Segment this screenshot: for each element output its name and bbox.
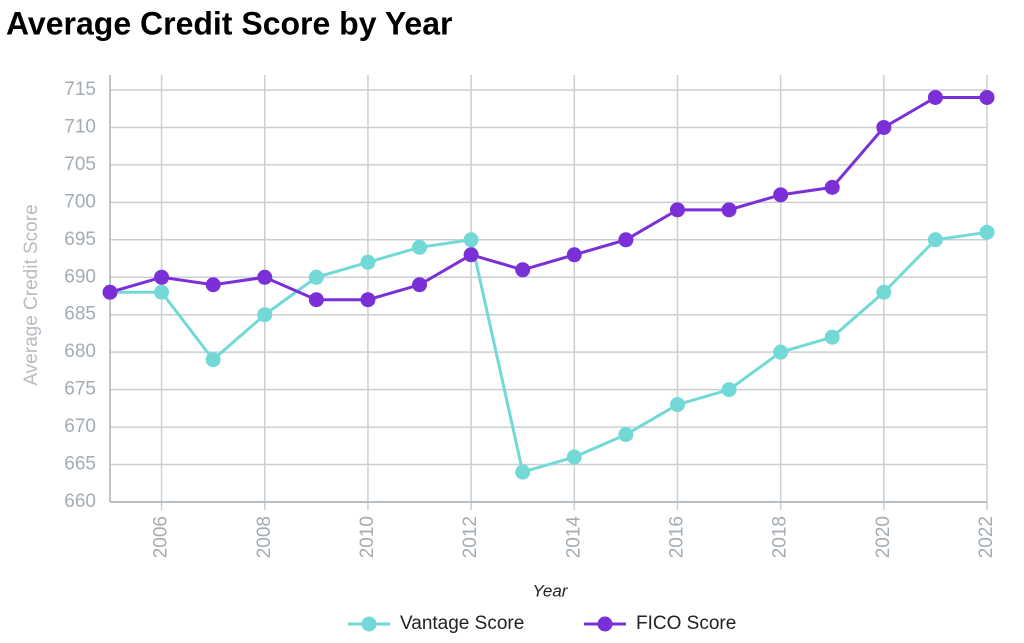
x-tick-label: 2014 — [563, 516, 584, 559]
y-axis-label: Average Credit Score — [21, 204, 42, 385]
data-point — [463, 232, 479, 248]
data-point — [927, 232, 943, 248]
series-line — [109, 95, 987, 302]
x-axis-label: Year — [533, 581, 569, 600]
data-point — [979, 224, 995, 240]
legend-label: Vantage Score — [400, 613, 524, 634]
data-point — [669, 202, 685, 218]
legend-label: FICO Score — [636, 613, 736, 634]
data-point — [773, 187, 789, 203]
data-point — [308, 292, 324, 308]
y-tick-label: 685 — [64, 304, 96, 325]
data-point — [412, 277, 428, 293]
y-tick-label: 660 — [64, 491, 96, 512]
data-point — [515, 464, 531, 480]
data-point — [618, 427, 634, 443]
x-tick-label: 2018 — [770, 516, 791, 558]
data-point — [205, 277, 221, 293]
data-point — [979, 89, 995, 105]
chart-title: Average Credit Score by Year — [6, 5, 452, 41]
y-tick-label: 690 — [64, 266, 96, 287]
data-point — [412, 239, 428, 255]
y-tick-label: 680 — [64, 341, 96, 362]
data-point — [927, 89, 943, 105]
data-point — [876, 119, 892, 135]
data-point — [824, 329, 840, 345]
data-point — [205, 352, 221, 368]
data-point — [566, 247, 582, 263]
y-tick-label: 675 — [64, 379, 96, 400]
x-tick-label: 2022 — [976, 516, 997, 558]
y-tick-label: 700 — [64, 191, 96, 212]
data-point — [824, 179, 840, 195]
y-tick-label: 670 — [64, 416, 96, 437]
data-point — [257, 307, 273, 323]
x-tick-label: 2020 — [873, 516, 894, 558]
data-point — [154, 269, 170, 285]
x-tick-label: 2012 — [460, 516, 481, 558]
data-point — [566, 449, 582, 465]
data-point — [773, 344, 789, 360]
y-tick-label: 705 — [64, 154, 96, 175]
y-tick-label: 715 — [64, 79, 96, 100]
data-point — [618, 232, 634, 248]
data-point — [721, 202, 737, 218]
legend-marker — [361, 616, 377, 632]
data-point — [360, 292, 376, 308]
data-point — [721, 382, 737, 398]
data-point — [876, 284, 892, 300]
series-line — [110, 230, 988, 474]
x-tick-label: 2010 — [357, 516, 378, 558]
data-point — [463, 247, 479, 263]
data-point — [154, 284, 170, 300]
y-tick-label: 665 — [64, 454, 96, 475]
x-tick-label: 2008 — [254, 516, 275, 558]
data-point — [102, 284, 118, 300]
data-point — [515, 262, 531, 278]
y-tick-label: 710 — [64, 116, 96, 137]
data-point — [308, 269, 324, 285]
x-tick-label: 2016 — [666, 516, 687, 558]
data-point — [669, 397, 685, 413]
data-point — [257, 269, 273, 285]
x-tick-label: 2006 — [151, 516, 172, 558]
data-point — [360, 254, 376, 270]
y-tick-label: 695 — [64, 229, 96, 250]
legend-marker — [597, 616, 613, 632]
